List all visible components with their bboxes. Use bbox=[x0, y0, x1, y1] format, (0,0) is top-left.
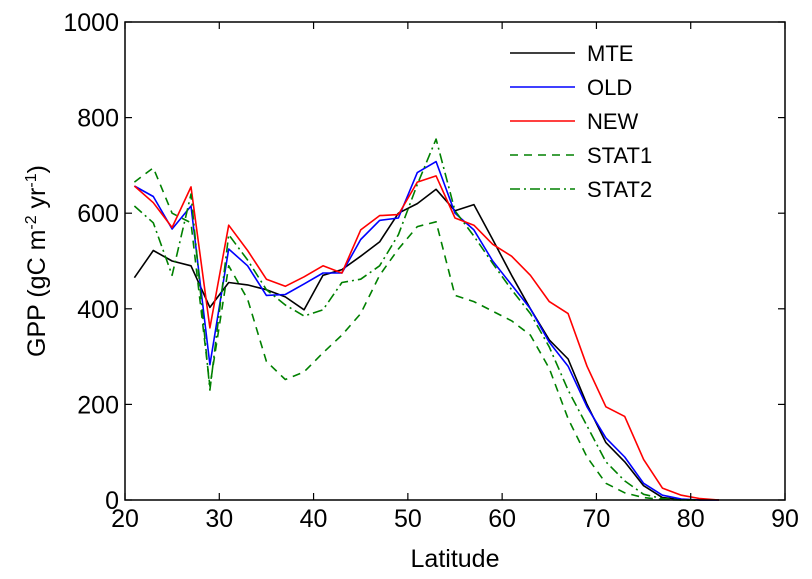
series-line-mte bbox=[133, 188, 719, 501]
y-axis-label: GPP (gC m-2 yr-1) bbox=[23, 165, 51, 357]
x-tick-label: 50 bbox=[394, 505, 422, 533]
legend: MTE OLD NEW STAT1 STAT2 bbox=[510, 41, 652, 202]
y-tick-label: 400 bbox=[77, 296, 119, 324]
x-tick-label: 80 bbox=[677, 505, 705, 533]
x-tick-label: 30 bbox=[205, 505, 233, 533]
legend-label-stat1: STAT1 bbox=[587, 143, 652, 168]
y-tick-label: 200 bbox=[77, 391, 119, 419]
y-axis-label-sup1: -2 bbox=[23, 215, 40, 229]
x-axis-label: Latitude bbox=[411, 545, 500, 573]
x-tick-label: 40 bbox=[300, 505, 328, 533]
x-tick-label: 60 bbox=[488, 505, 516, 533]
legend-label-mte: MTE bbox=[587, 41, 633, 66]
legend-label-old: OLD bbox=[587, 75, 632, 100]
series-line-stat1 bbox=[133, 167, 701, 501]
tick-labels: 20 30 40 50 60 70 80 90 0 200 400 600 800 1000 bbox=[63, 9, 799, 533]
y-axis-label-mid: yr bbox=[23, 188, 51, 216]
y-axis-label-sup2: -1 bbox=[23, 173, 40, 187]
axes-box bbox=[124, 21, 786, 501]
y-tick-label: 600 bbox=[77, 200, 119, 228]
x-tick-label: 70 bbox=[583, 505, 611, 533]
legend-label-new: NEW bbox=[587, 109, 639, 134]
y-tick-label: 0 bbox=[105, 487, 119, 515]
y-axis-label-main: GPP (gC m bbox=[23, 230, 51, 357]
y-tick-label: 1000 bbox=[63, 9, 119, 37]
series-line-new bbox=[133, 175, 720, 501]
y-axis-label-end: ) bbox=[23, 165, 51, 173]
series-line-old bbox=[134, 160, 719, 501]
legend-label-stat2: STAT2 bbox=[587, 177, 652, 202]
x-tick-label: 20 bbox=[111, 505, 139, 533]
plot-lines bbox=[133, 138, 720, 501]
axis-ticks bbox=[124, 21, 786, 501]
y-tick-label: 800 bbox=[77, 105, 119, 133]
x-tick-label: 90 bbox=[771, 505, 799, 533]
